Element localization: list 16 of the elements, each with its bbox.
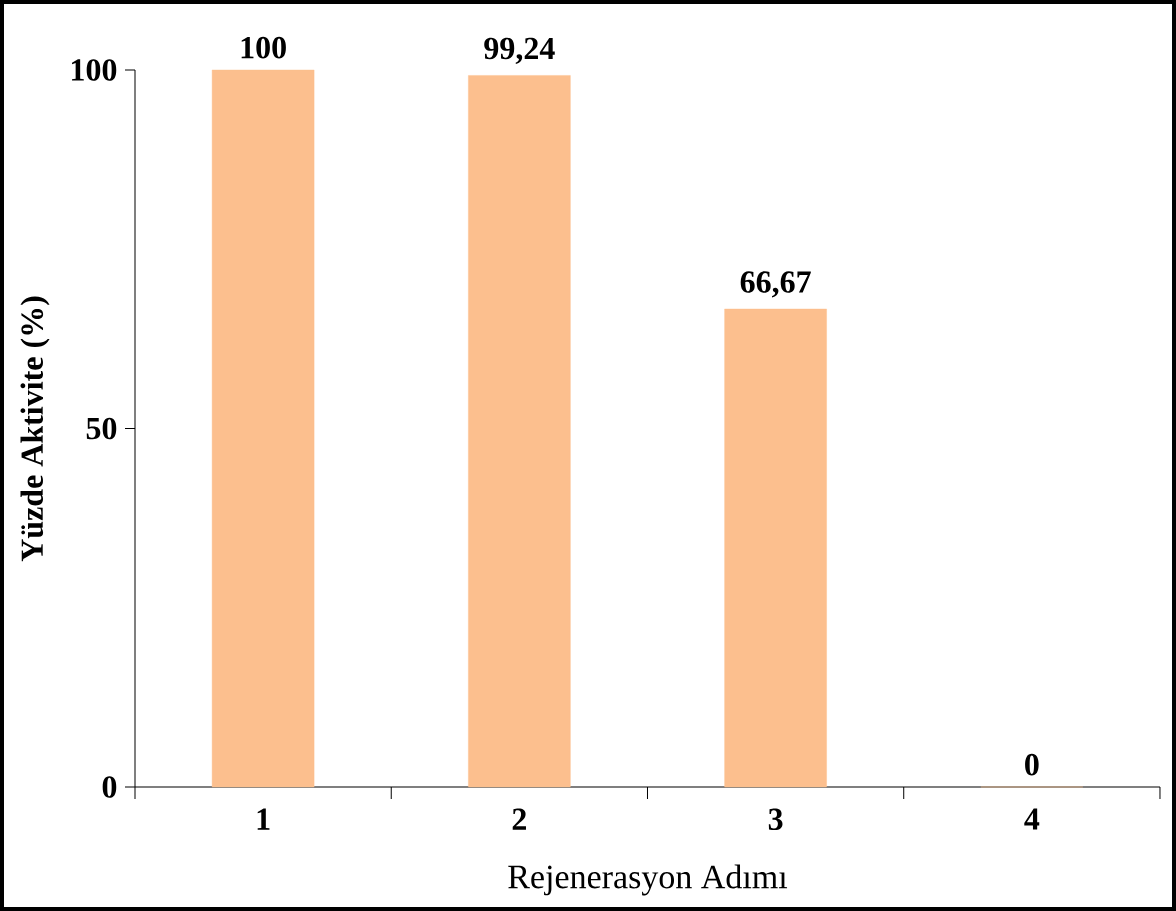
y-tick-label: 100 xyxy=(72,59,117,81)
x-tick-label: 3 xyxy=(768,808,783,831)
y-tick-label: 50 xyxy=(86,417,117,440)
data-label: 66,67 xyxy=(740,271,811,298)
x-tick-label: 1 xyxy=(257,808,270,830)
x-tick-label: 4 xyxy=(1024,808,1040,830)
data-label: 99,24 xyxy=(484,37,555,64)
data-label: 0 xyxy=(1025,753,1039,776)
x-tick-label: 2 xyxy=(512,808,526,830)
x-axis-title: Rejenerasyon Adımı xyxy=(508,864,788,896)
y-axis-title: Yüzde Aktivite (%) xyxy=(20,296,50,562)
bar xyxy=(211,69,315,788)
bar xyxy=(724,308,827,788)
bar xyxy=(468,75,571,788)
data-label: 100 xyxy=(241,36,286,59)
y-tick-label: 0 xyxy=(102,776,117,798)
